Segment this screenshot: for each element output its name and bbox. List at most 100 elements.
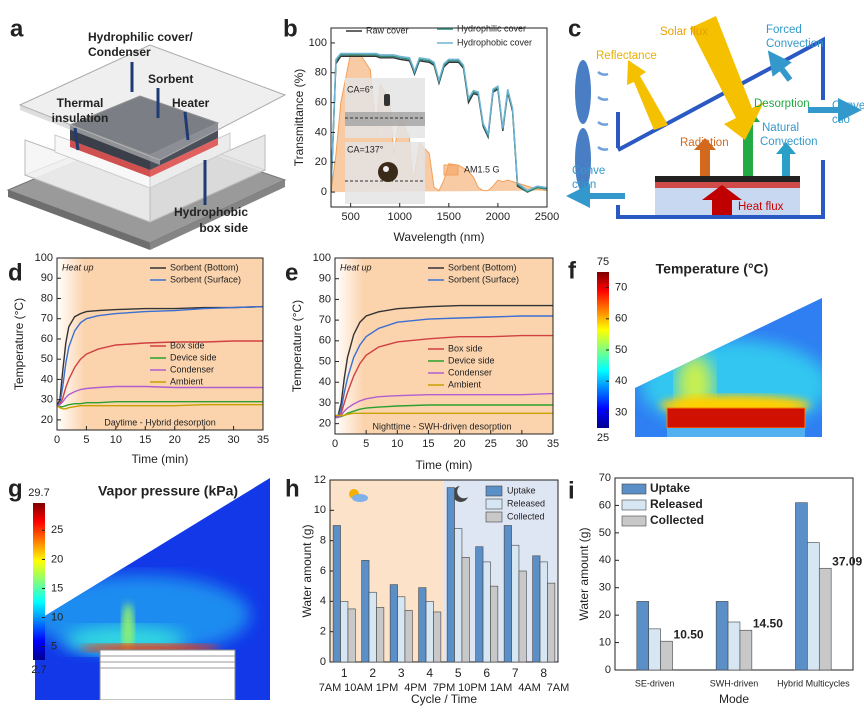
legend-label: Hydrophobic cover (457, 37, 532, 47)
bar (518, 570, 527, 663)
x-tick-label: 2000 (486, 211, 510, 223)
value-label: 14.50 (753, 616, 783, 630)
colorbar-label: 40 (615, 375, 627, 387)
heat-arrow (702, 185, 742, 215)
legend-swatch (485, 511, 503, 523)
legend-label: Ambient (448, 379, 482, 389)
annotation: Daytime - Hybrid desorption (104, 417, 216, 427)
y-tick-label: 50 (319, 355, 331, 367)
bar (404, 610, 413, 663)
y-tick-label: 30 (41, 394, 53, 406)
colorbar-label: 29.7 (28, 487, 49, 499)
time-label: 4PM (404, 682, 427, 694)
colorbar-label: 60 (615, 313, 627, 325)
x-tick-label: 1500 (437, 211, 461, 223)
panel-label: g (8, 475, 23, 502)
colorbar-label: 15 (51, 582, 63, 594)
legend-label: AM1.5 G (464, 164, 500, 174)
legend-label: Condenser (448, 367, 492, 377)
x-tick-label: 500 (341, 211, 359, 223)
label: Conve (572, 165, 605, 177)
legend-label: Uptake (507, 485, 536, 495)
line (331, 52, 547, 193)
legend-label: Released (507, 498, 545, 508)
panel-label: i (568, 477, 575, 504)
x-tick-label: 6 (483, 666, 490, 680)
legend-label: Collected (507, 511, 545, 521)
legend-swatch (485, 498, 503, 510)
bar (454, 528, 463, 663)
field (635, 298, 822, 437)
sorbent-side (150, 123, 218, 170)
x-tick-label: 2 (369, 666, 376, 680)
y-tick-label: 30 (319, 397, 331, 409)
label: Desorption (754, 98, 810, 110)
y-tick-label: 20 (319, 418, 331, 430)
bar (503, 525, 512, 663)
base-side (8, 190, 150, 250)
legend-swatch (621, 515, 647, 527)
label: Heat flux (738, 201, 784, 213)
plot-frame (334, 257, 554, 435)
panel-label: f (568, 257, 577, 284)
moon-icon (452, 486, 468, 502)
line (335, 392, 554, 419)
bar (727, 621, 741, 671)
heater (70, 140, 150, 177)
legend-label: Sorbent (Surface) (448, 274, 519, 284)
annotation: CA=6° (347, 84, 374, 94)
bar (795, 502, 808, 671)
plume (122, 603, 134, 653)
y-tick-label: 50 (599, 527, 611, 539)
insulation-zone (667, 428, 805, 437)
line (334, 315, 553, 419)
label: insulation (52, 111, 109, 125)
x-tick-label: 20 (453, 438, 465, 450)
colorbar-label: 25 (597, 432, 609, 444)
y-axis-label: Temperature (°C) (290, 300, 304, 392)
line (335, 334, 553, 419)
vapor-field: Vapor pressure (kPa) (33, 478, 270, 700)
x-axis-label: Mode (719, 692, 749, 706)
fan-blade (575, 128, 591, 192)
map-title: Temperature (°C) (656, 261, 769, 277)
y-tick-label: 80 (315, 67, 327, 79)
colorbar-label: 5 (51, 641, 57, 653)
x-tick-label: 4 (426, 666, 433, 680)
map-title: Vapor pressure (kPa) (98, 483, 238, 499)
y-tick-label: 100 (35, 252, 53, 264)
time-label: 1AM (490, 682, 513, 694)
time-label: 1PM (376, 682, 399, 694)
plot-frame (56, 257, 264, 431)
y-tick-label: 8 (320, 535, 326, 547)
y-tick-label: 100 (313, 252, 331, 264)
y-tick-label: 40 (315, 126, 327, 138)
y-tick-label: 20 (599, 609, 611, 621)
line (56, 305, 264, 407)
bar (425, 601, 434, 663)
y-axis-label: Transmittance (%) (292, 69, 306, 167)
x-tick-label: 5 (83, 434, 89, 446)
legend-swatch (443, 164, 459, 176)
colorbar-label: 30 (615, 406, 627, 418)
desorption-arrow (736, 106, 760, 176)
bar (397, 596, 406, 663)
line (56, 401, 263, 408)
bar (807, 542, 820, 671)
time-label: 7AM (319, 682, 342, 694)
line (334, 304, 553, 418)
x-tick-label: 3 (398, 666, 405, 680)
air-arrow (597, 95, 609, 101)
air-arrow (597, 70, 609, 76)
label: Convection (766, 38, 824, 50)
y-tick-label: 70 (319, 314, 331, 326)
y-tick-label: 0 (320, 656, 326, 668)
x-tick-label: 25 (198, 434, 210, 446)
time-label: 7AM (547, 682, 570, 694)
x-tick-label: 10 (110, 434, 122, 446)
annotation: Heat up (62, 262, 94, 272)
y-tick-label: 60 (315, 96, 327, 108)
label: Conve (832, 100, 864, 112)
bar (446, 487, 455, 663)
x-axis-label: Time (min) (416, 458, 473, 472)
